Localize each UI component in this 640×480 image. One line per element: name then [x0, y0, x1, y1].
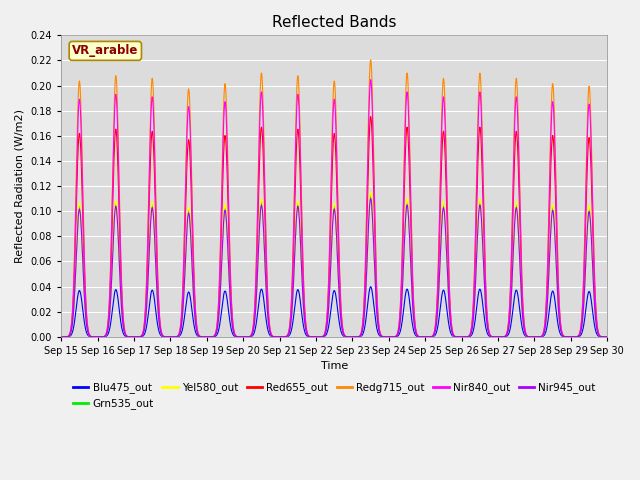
Grn535_out [152, 264, 160, 269]
Yel580_out [367, 189, 374, 195]
Nir945_out [604, 334, 611, 340]
Red655_out [367, 114, 374, 120]
Red655_out [152, 224, 160, 230]
Nir840_out [534, 334, 542, 340]
Legend: Blu475_out, Grn535_out, Yel580_out, Red655_out, Redg715_out, Nir840_out, Nir945_: Blu475_out, Grn535_out, Yel580_out, Red6… [68, 378, 600, 414]
Line: Red655_out: Red655_out [61, 117, 607, 337]
Nir945_out [534, 334, 542, 340]
Line: Nir945_out: Nir945_out [61, 198, 607, 337]
Red655_out [534, 334, 542, 340]
Redg715_out [534, 334, 542, 340]
Nir840_out [120, 318, 127, 324]
Blu475_out [291, 308, 298, 313]
Yel580_out [267, 331, 275, 337]
Nir840_out [604, 334, 611, 340]
Text: VR_arable: VR_arable [72, 44, 138, 58]
Line: Blu475_out: Blu475_out [61, 287, 607, 337]
Redg715_out [593, 317, 600, 323]
Red655_out [291, 219, 298, 225]
Yel580_out [291, 258, 298, 264]
Redg715_out [267, 329, 275, 335]
Blu475_out [120, 331, 127, 336]
Yel580_out [152, 262, 160, 267]
Grn535_out [58, 334, 65, 340]
Title: Reflected Bands: Reflected Bands [272, 15, 397, 30]
Red655_out [604, 334, 611, 340]
Line: Yel580_out: Yel580_out [61, 192, 607, 337]
Grn535_out [367, 193, 374, 199]
Yel580_out [120, 325, 127, 331]
Grn535_out [267, 331, 275, 337]
Y-axis label: Reflected Radiation (W/m2): Reflected Radiation (W/m2) [15, 109, 25, 263]
Blu475_out [267, 333, 275, 339]
Redg715_out [152, 196, 160, 202]
Red655_out [120, 321, 127, 326]
Red655_out [593, 321, 600, 326]
Grn535_out [534, 334, 542, 340]
Nir945_out [291, 262, 298, 267]
Redg715_out [58, 334, 65, 340]
Grn535_out [120, 325, 127, 331]
Line: Grn535_out: Grn535_out [61, 196, 607, 337]
Grn535_out [291, 260, 298, 266]
Yel580_out [534, 334, 542, 340]
Nir945_out [120, 325, 127, 331]
Blu475_out [367, 284, 374, 289]
Blu475_out [152, 309, 160, 315]
Nir945_out [267, 331, 275, 337]
Nir840_out [267, 329, 275, 335]
Line: Nir840_out: Nir840_out [61, 80, 607, 337]
Yel580_out [593, 325, 600, 331]
Nir840_out [152, 206, 160, 212]
Nir945_out [367, 195, 374, 201]
Blu475_out [534, 334, 542, 340]
Nir945_out [152, 265, 160, 271]
Line: Redg715_out: Redg715_out [61, 60, 607, 337]
Grn535_out [593, 325, 600, 331]
Redg715_out [291, 190, 298, 195]
X-axis label: Time: Time [321, 361, 348, 372]
Nir840_out [593, 319, 600, 324]
Yel580_out [604, 334, 611, 340]
Blu475_out [604, 334, 611, 340]
Blu475_out [593, 331, 600, 337]
Redg715_out [367, 57, 374, 63]
Nir840_out [58, 334, 65, 340]
Nir945_out [593, 326, 600, 332]
Grn535_out [604, 334, 611, 340]
Nir840_out [367, 77, 374, 83]
Redg715_out [120, 317, 127, 323]
Nir945_out [58, 334, 65, 340]
Nir840_out [291, 200, 298, 205]
Red655_out [267, 330, 275, 336]
Blu475_out [58, 334, 65, 340]
Yel580_out [58, 334, 65, 340]
Redg715_out [604, 334, 611, 340]
Red655_out [58, 334, 65, 340]
